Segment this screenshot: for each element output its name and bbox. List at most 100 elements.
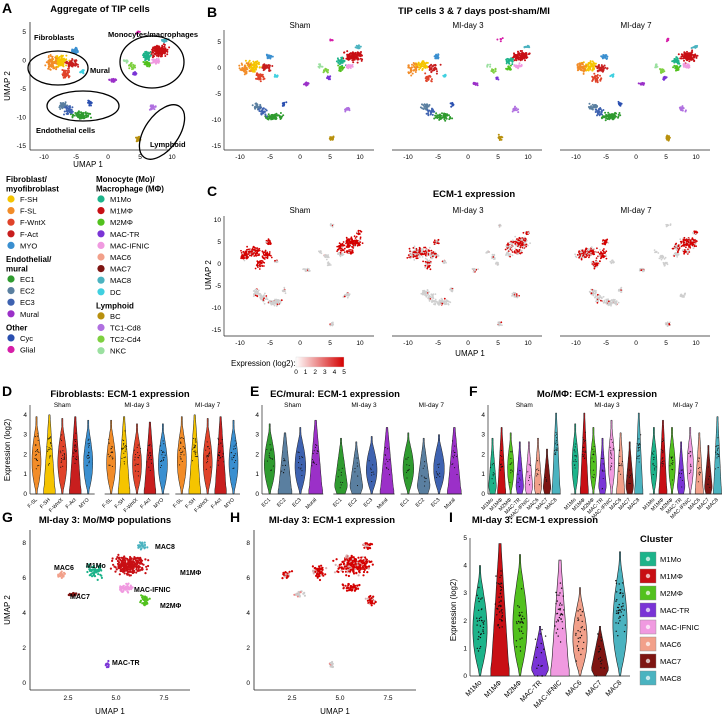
y-tick-label: 0 — [217, 65, 221, 72]
umap-point — [271, 116, 274, 119]
umap-point — [306, 267, 309, 270]
umap-point — [600, 111, 603, 114]
umap-point — [145, 53, 148, 56]
umap-point — [342, 59, 345, 62]
umap-point — [598, 68, 601, 71]
umap-point — [255, 65, 258, 68]
umap-point — [357, 229, 360, 232]
umap-point — [348, 57, 351, 60]
umap-point — [443, 297, 446, 300]
umap-point — [426, 254, 429, 257]
umap-point — [447, 303, 450, 306]
umap-point — [247, 65, 250, 68]
umap-point — [691, 46, 694, 49]
umap-point — [442, 300, 445, 302]
umap-point — [524, 46, 527, 48]
umap-point — [431, 301, 433, 303]
umap-point — [71, 64, 74, 67]
umap-point — [529, 242, 531, 245]
umap-point — [637, 82, 640, 85]
umap-point — [75, 62, 77, 65]
condition-label: Sham — [290, 21, 311, 30]
umap-point — [663, 70, 666, 73]
umap-point — [509, 255, 511, 258]
umap-point — [599, 248, 601, 251]
umap-point — [576, 66, 579, 69]
umap-point — [591, 103, 594, 106]
legend-label: TC2-Cd4 — [110, 335, 141, 344]
umap-point — [585, 248, 587, 251]
umap-point — [351, 238, 354, 241]
umap-point — [602, 68, 604, 71]
umap-point — [143, 52, 146, 55]
x-tick-label: -10 — [235, 340, 245, 347]
umap-point — [264, 292, 266, 295]
umap-point — [49, 68, 52, 71]
legend-label: NKC — [110, 347, 127, 356]
umap-point — [282, 102, 285, 105]
umap-point — [430, 293, 433, 296]
umap-point — [435, 57, 438, 60]
umap-point — [60, 104, 63, 107]
umap-point — [256, 73, 259, 76]
umap-point — [409, 250, 411, 253]
umap-point — [68, 64, 71, 67]
umap-point — [528, 52, 531, 55]
umap-point — [132, 73, 135, 76]
umap-point — [256, 62, 259, 65]
umap-point — [687, 246, 690, 248]
umap-point — [262, 66, 265, 69]
umap-point — [688, 251, 691, 253]
umap-point — [428, 109, 431, 112]
umap-point — [580, 258, 583, 261]
umap-point — [599, 79, 602, 82]
umap-point — [515, 248, 518, 251]
umap-point — [285, 101, 288, 104]
umap-point — [498, 322, 501, 325]
umap-point — [258, 78, 261, 81]
umap-point — [496, 76, 499, 79]
umap-point — [656, 65, 659, 68]
umap-point — [594, 264, 597, 267]
umap-point — [510, 243, 513, 246]
umap-point — [268, 115, 271, 117]
umap-point — [47, 67, 50, 70]
umap-point — [609, 114, 612, 117]
umap-point — [345, 246, 348, 248]
umap-point — [590, 246, 593, 249]
umap-point — [153, 55, 155, 58]
legend-label: M2MΦ — [110, 218, 133, 227]
umap-point — [356, 61, 359, 64]
umap-point — [352, 61, 355, 64]
legend-label: MAC8 — [110, 276, 131, 285]
umap-point — [65, 72, 68, 75]
umap-point — [409, 71, 412, 74]
umap-point — [505, 253, 508, 256]
umap-point — [684, 54, 687, 57]
umap-point — [145, 50, 148, 53]
umap-point — [668, 138, 670, 141]
umap-point — [603, 243, 605, 245]
umap-point — [411, 72, 414, 75]
umap-point — [519, 65, 522, 68]
umap-point — [58, 59, 61, 62]
umap-point — [267, 64, 270, 67]
umap-point — [591, 249, 593, 252]
umap-point — [254, 288, 257, 291]
legend-label: Glial — [20, 346, 36, 355]
umap-point — [361, 58, 364, 61]
umap-point — [259, 265, 261, 268]
umap-point — [254, 267, 257, 270]
umap-point — [497, 133, 500, 136]
umap-point — [238, 64, 241, 67]
umap-point — [604, 111, 607, 114]
umap-point — [47, 65, 50, 68]
umap-point — [357, 46, 360, 49]
umap-point — [254, 290, 257, 293]
umap-point — [606, 55, 609, 58]
umap-point — [413, 259, 416, 261]
umap-point — [471, 267, 474, 270]
umap-point — [593, 248, 595, 250]
umap-point — [326, 76, 329, 79]
umap-point — [527, 232, 530, 235]
